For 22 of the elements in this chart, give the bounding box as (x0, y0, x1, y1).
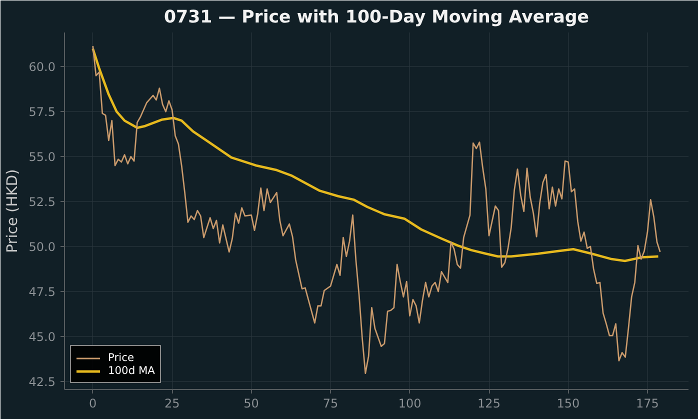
chart-title: 0731 — Price with 100-Day Moving Average (164, 8, 590, 28)
y-tick-label: 45.0 (28, 330, 56, 344)
y-tick-label: 55.0 (28, 150, 56, 164)
legend-label: Price (108, 351, 134, 364)
y-tick-label: 60.0 (28, 60, 56, 74)
x-tick-label: 0 (89, 396, 97, 410)
y-tick-label: 50.0 (28, 240, 56, 254)
y-tick-label: 42.5 (28, 374, 56, 389)
x-tick-label: 75 (322, 396, 338, 410)
x-tick-label: 175 (636, 396, 659, 410)
x-tick-label: 125 (478, 396, 500, 410)
x-tick-label: 25 (164, 396, 180, 410)
line-series (92, 45, 661, 374)
y-tick-label: 47.5 (28, 284, 56, 299)
y-axis-title: Price (HKD) (4, 169, 21, 253)
y-tick-label: 57.5 (28, 105, 56, 120)
x-tick-label: 150 (556, 396, 580, 410)
legend-label: 100d MA (108, 364, 155, 377)
x-tick-label: 100 (398, 396, 422, 410)
line-series (92, 47, 660, 262)
x-tick-label: 50 (244, 396, 259, 410)
y-tick-label: 52.5 (28, 195, 56, 210)
